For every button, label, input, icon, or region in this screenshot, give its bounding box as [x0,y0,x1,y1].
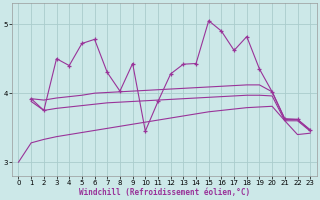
X-axis label: Windchill (Refroidissement éolien,°C): Windchill (Refroidissement éolien,°C) [79,188,250,197]
